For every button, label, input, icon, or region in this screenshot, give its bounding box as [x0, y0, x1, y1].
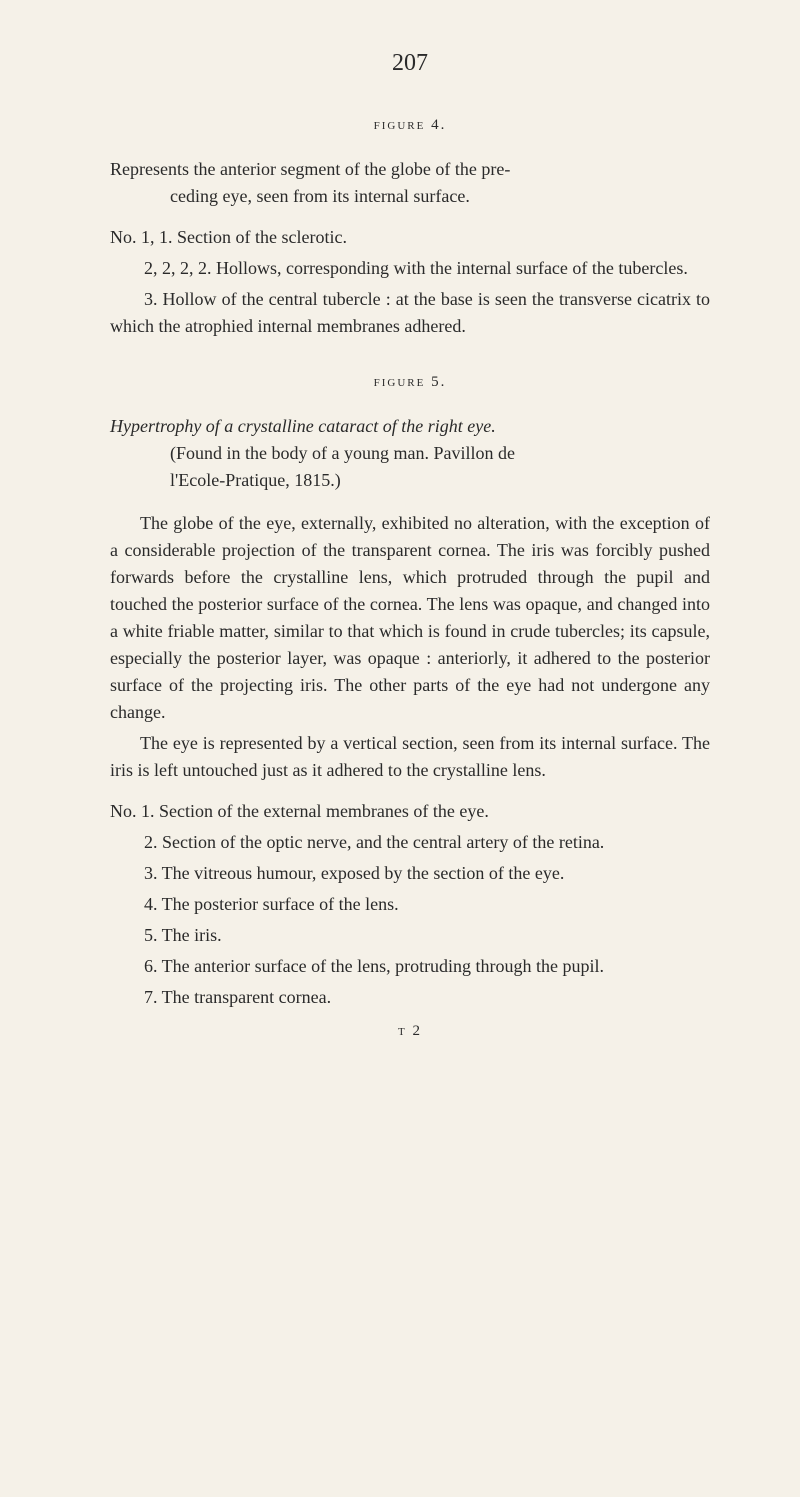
signature-mark: t 2: [110, 1023, 710, 1040]
document-page: 207 figure 4. Represents the anterior se…: [0, 0, 800, 1100]
figure-5-item: 5. The iris.: [110, 922, 710, 949]
figure-4-label: figure 4.: [110, 117, 710, 134]
figure-5-paragraph: The globe of the eye, externally, exhibi…: [110, 510, 710, 726]
figure-5-paragraph: The eye is represented by a vertical sec…: [110, 730, 710, 784]
figure-5-item: 4. The posterior surface of the lens.: [110, 891, 710, 918]
figure-4-item: 3. Hollow of the central tubercle : at t…: [110, 286, 710, 340]
figure-5-heading-line1: Hypertrophy of a crystalline cataract of…: [110, 416, 496, 436]
figure-4-item: No. 1, 1. Section of the sclerotic.: [110, 224, 710, 251]
figure-5-heading: Hypertrophy of a crystalline cataract of…: [110, 413, 710, 494]
figure-5-item: 3. The vitreous humour, exposed by the s…: [110, 860, 710, 887]
figure-4-description-line2: ceding eye, seen from its internal surfa…: [110, 183, 710, 210]
figure-4-item: 2, 2, 2, 2. Hollows, corresponding with …: [110, 255, 710, 282]
figure-5-item: No. 1. Section of the external membranes…: [110, 798, 710, 825]
figure-4-description: Represents the anterior segment of the g…: [110, 156, 710, 210]
figure-5-heading-line3: l'Ecole-Pratique, 1815.): [110, 467, 710, 494]
figure-5-item: 6. The anterior surface of the lens, pro…: [110, 953, 710, 980]
figure-5-label: figure 5.: [110, 374, 710, 391]
figure-5-heading-line2: (Found in the body of a young man. Pavil…: [110, 440, 710, 467]
page-number: 207: [110, 50, 710, 77]
spacer: [110, 788, 710, 798]
spacer: [110, 496, 710, 510]
figure-5-item: 7. The transparent cornea.: [110, 984, 710, 1011]
figure-4-description-line1: Represents the anterior segment of the g…: [110, 156, 710, 183]
figure-5-item: 2. Section of the optic nerve, and the c…: [110, 829, 710, 856]
